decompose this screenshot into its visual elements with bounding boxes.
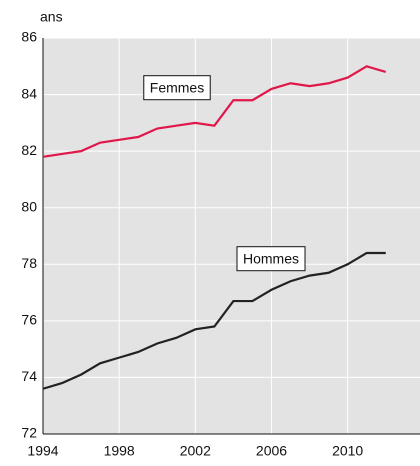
legend-label: Hommes [243, 251, 299, 267]
legend-box [143, 75, 211, 101]
legend-label: Femmes [150, 80, 204, 96]
y-axis-label: ans [40, 9, 63, 25]
y-tick-label: 84 [21, 85, 37, 101]
x-tick-label: 2010 [332, 443, 363, 459]
series-line [42, 65, 387, 158]
x-tick-label: 2002 [180, 443, 211, 459]
y-tick-label: 78 [21, 255, 37, 271]
y-tick-label: 72 [21, 425, 37, 441]
y-tick-label: 74 [21, 368, 37, 384]
y-tick-label: 82 [21, 142, 37, 158]
x-tick-label: 1998 [104, 443, 135, 459]
series-line [42, 251, 386, 390]
legend-box [236, 246, 306, 272]
y-tick-label: 76 [21, 312, 37, 328]
y-tick-label: 80 [21, 198, 37, 214]
y-tick-label: 86 [21, 29, 37, 45]
plot-area [43, 38, 420, 434]
x-tick-label: 1994 [27, 443, 58, 459]
x-tick-label: 2006 [256, 443, 287, 459]
